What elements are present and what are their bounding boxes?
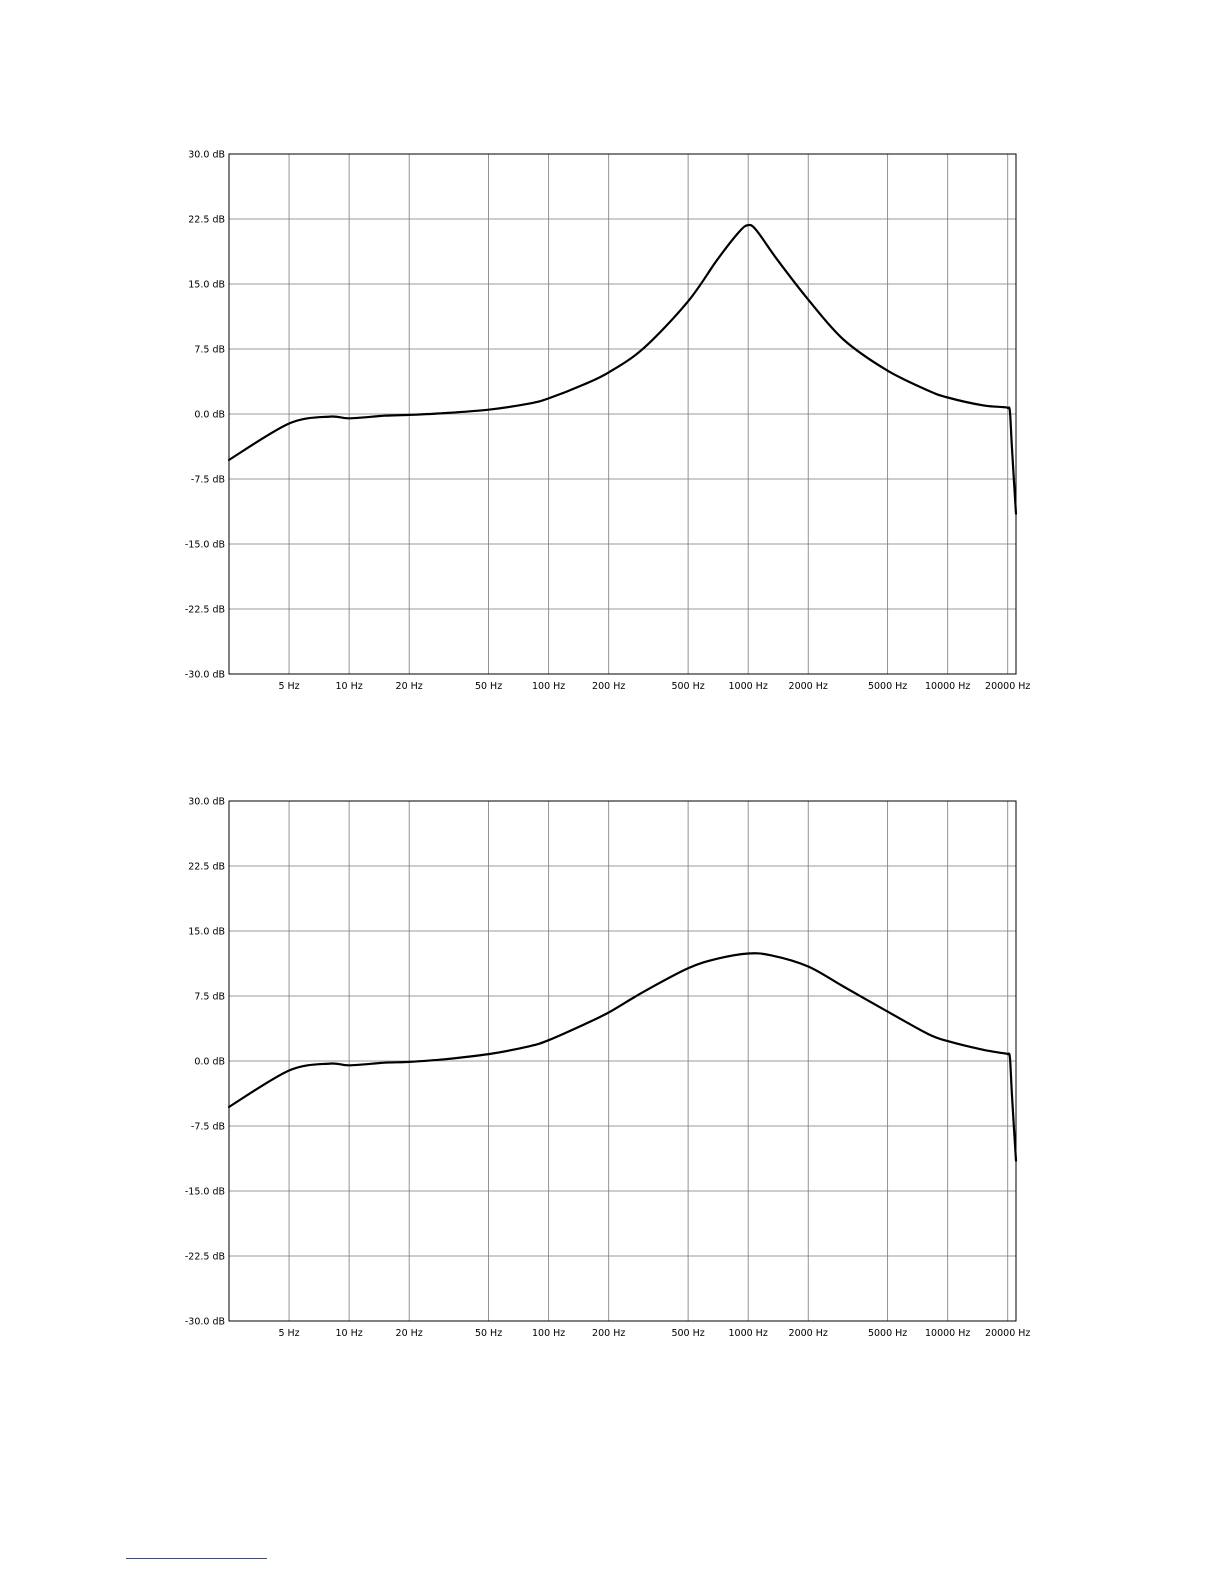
x-tick-label: 5 Hz bbox=[278, 681, 299, 692]
x-tick-label: 100 Hz bbox=[532, 1328, 565, 1339]
y-tick-label: 22.5 dB bbox=[188, 215, 225, 226]
x-tick-label: 10000 Hz bbox=[925, 681, 970, 692]
x-tick-label: 100 Hz bbox=[532, 681, 565, 692]
plot-frame bbox=[228, 153, 1017, 675]
y-tick-label: -22.5 dB bbox=[185, 605, 225, 616]
y-tick-label: 7.5 dB bbox=[194, 345, 225, 356]
y-tick-label: -7.5 dB bbox=[191, 475, 225, 486]
x-tick-label: 10 Hz bbox=[335, 1328, 362, 1339]
x-tick-label: 1000 Hz bbox=[728, 681, 767, 692]
y-tick-label: 30.0 dB bbox=[188, 797, 225, 808]
y-tick-label: -22.5 dB bbox=[185, 1252, 225, 1263]
y-tick-label: 7.5 dB bbox=[194, 992, 225, 1003]
x-tick-label: 20000 Hz bbox=[985, 681, 1030, 692]
x-tick-label: 1000 Hz bbox=[728, 1328, 767, 1339]
y-tick-label: -15.0 dB bbox=[185, 1187, 225, 1198]
x-tick-label: 50 Hz bbox=[475, 681, 502, 692]
y-tick-label: -15.0 dB bbox=[185, 540, 225, 551]
x-tick-label: 500 Hz bbox=[671, 681, 704, 692]
response-curve bbox=[227, 223, 1018, 515]
x-tick-label: 20 Hz bbox=[396, 1328, 423, 1339]
y-tick-label: 15.0 dB bbox=[188, 280, 225, 291]
x-tick-label: 10 Hz bbox=[335, 681, 362, 692]
frequency-response-chart-bottom: 30.0 dB 22.5 dB 15.0 dB 7.5 dB 0.0 dB -7.5 dB… bbox=[185, 797, 1031, 1340]
x-tick-label: 500 Hz bbox=[671, 1328, 704, 1339]
x-tick-label: 200 Hz bbox=[592, 681, 625, 692]
y-tick-label: 30.0 dB bbox=[188, 150, 225, 161]
y-tick-label: 22.5 dB bbox=[188, 862, 225, 873]
y-tick-label: 0.0 dB bbox=[194, 1057, 225, 1068]
y-tick-label: 15.0 dB bbox=[188, 927, 225, 938]
y-tick-label: -30.0 dB bbox=[185, 670, 225, 681]
x-tick-label: 20000 Hz bbox=[985, 1328, 1030, 1339]
footnote-rule bbox=[126, 1558, 267, 1559]
response-curve bbox=[227, 952, 1018, 1162]
x-tick-label: 5000 Hz bbox=[868, 681, 907, 692]
plot-frame bbox=[228, 800, 1017, 1322]
y-tick-label: 0.0 dB bbox=[194, 410, 225, 421]
x-tick-label: 5 Hz bbox=[278, 1328, 299, 1339]
x-tick-label: 2000 Hz bbox=[789, 681, 828, 692]
y-tick-label: -7.5 dB bbox=[191, 1122, 225, 1133]
y-tick-label: -30.0 dB bbox=[185, 1317, 225, 1328]
x-tick-label: 20 Hz bbox=[396, 681, 423, 692]
frequency-response-chart-top: 30.0 dB 22.5 dB 15.0 dB 7.5 dB 0.0 dB -7.5 dB… bbox=[185, 150, 1031, 693]
x-tick-label: 200 Hz bbox=[592, 1328, 625, 1339]
x-tick-label: 50 Hz bbox=[475, 1328, 502, 1339]
x-tick-label: 10000 Hz bbox=[925, 1328, 970, 1339]
x-tick-label: 2000 Hz bbox=[789, 1328, 828, 1339]
x-tick-label: 5000 Hz bbox=[868, 1328, 907, 1339]
